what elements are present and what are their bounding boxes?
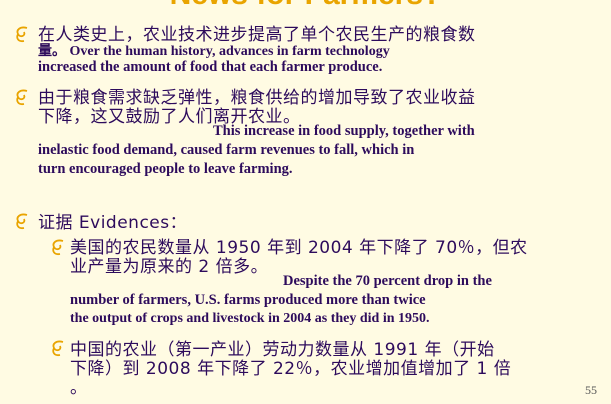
- text-line: 量。 Over the human history, advances in f…: [38, 44, 390, 59]
- text-line: 。: [70, 378, 88, 398]
- text-line: 美国的农民数量从 1950 年到 2004 年下降了 70％，但农: [70, 238, 528, 258]
- text-line: This increase in food supply, together w…: [213, 123, 475, 139]
- bullet-icon: [52, 239, 64, 256]
- text-line: 在人类史上，农业技术进步提高了单个农民生产的粮食数: [38, 25, 476, 45]
- text-line: number of farmers, U.S. farms produced m…: [70, 292, 426, 308]
- text-line: 业产量为原来的 2 倍多。: [70, 257, 269, 277]
- text-line: the output of crops and livestock in 200…: [70, 311, 430, 326]
- bullet-icon: [16, 213, 28, 230]
- text-line: Despite the 70 percent drop in the: [283, 273, 492, 289]
- text-line: 中国的农业（第一产业）劳动力数量从 1991 年（开始: [70, 340, 495, 360]
- bullet-icon: [52, 340, 64, 357]
- text-line: inelastic food demand, caused farm reven…: [38, 142, 415, 158]
- slide-title: News for Farmers?: [0, 0, 611, 12]
- text-line: 下降）到 2008 年下降了 22％，农业增加值增加了 1 倍: [70, 359, 512, 379]
- bullet-icon: [16, 89, 28, 106]
- text-line: 下降，这又鼓励了人们离开农业。: [38, 107, 301, 127]
- page-number: 55: [585, 383, 597, 397]
- text-line: 由于粮食需求缺乏弹性，粮食供给的增加导致了农业收益: [38, 88, 476, 108]
- bullet-icon: [16, 26, 28, 43]
- text-line: turn encouraged people to leave farming.: [38, 161, 293, 177]
- text-line: 证据 Evidences：: [38, 213, 188, 233]
- text-line: increased the amount of food that each f…: [38, 59, 383, 75]
